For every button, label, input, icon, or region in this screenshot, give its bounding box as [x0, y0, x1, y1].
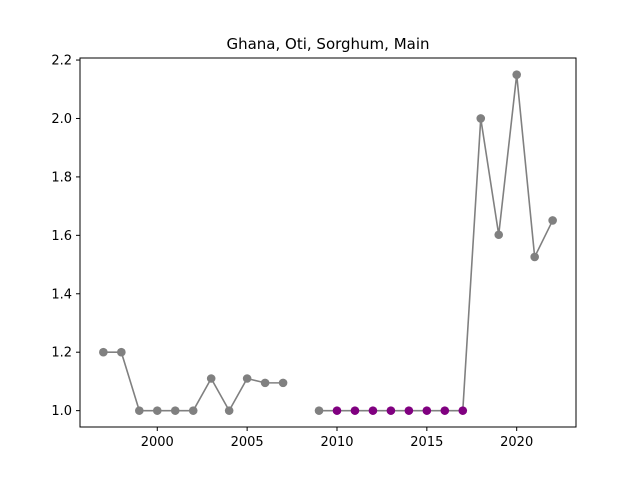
data-point — [117, 347, 126, 357]
plot-frame — [79, 57, 577, 428]
data-point — [530, 252, 539, 262]
x-tick-label: 2000 — [141, 435, 174, 450]
data-point — [135, 406, 144, 415]
series-line-segment — [319, 74, 554, 412]
x-tick-label: 2010 — [320, 435, 353, 450]
data-point — [170, 406, 180, 415]
y-tick-label: 1.8 — [51, 170, 72, 185]
highlighted-data-point — [440, 406, 450, 415]
x-tick-label: 2015 — [410, 435, 443, 450]
x-tick-label: 2020 — [500, 435, 533, 450]
y-tick-label: 1.2 — [51, 346, 72, 361]
y-tick-label: 1.6 — [51, 229, 72, 244]
data-point — [152, 406, 162, 415]
series-line-segment — [103, 351, 284, 413]
data-point — [224, 406, 234, 415]
data-point — [494, 230, 504, 240]
x-tick-label: 2005 — [231, 435, 264, 450]
chart-title: Ghana, Oti, Sorghum, Main — [226, 35, 429, 53]
highlighted-data-point — [350, 406, 360, 415]
y-tick-label: 2.0 — [51, 112, 72, 127]
data-point — [242, 374, 252, 383]
highlighted-data-point — [404, 406, 414, 415]
y-tick-label: 2.2 — [51, 54, 72, 69]
data-point — [206, 374, 216, 383]
series-lines — [103, 74, 554, 413]
highlighted-data-point — [422, 406, 432, 415]
y-axis-ticks: 1.0 1.2 1.4 1.6 1.8 2.0 2.2 — [51, 54, 80, 419]
data-point — [476, 114, 486, 123]
data-point — [260, 378, 270, 388]
data-point — [278, 378, 288, 388]
series-points — [99, 70, 557, 415]
highlighted-data-point — [368, 406, 378, 415]
highlighted-data-point — [386, 406, 396, 415]
data-point — [314, 406, 324, 415]
data-point — [188, 406, 198, 415]
x-axis-ticks: 2000 2005 2010 2015 2020 — [141, 427, 533, 450]
y-tick-label: 1.0 — [51, 404, 72, 419]
highlighted-data-point — [332, 406, 342, 415]
highlighted-data-point — [458, 406, 468, 415]
data-point — [548, 216, 557, 225]
data-point — [99, 347, 108, 357]
y-tick-label: 1.4 — [51, 287, 72, 302]
data-point — [512, 70, 521, 79]
